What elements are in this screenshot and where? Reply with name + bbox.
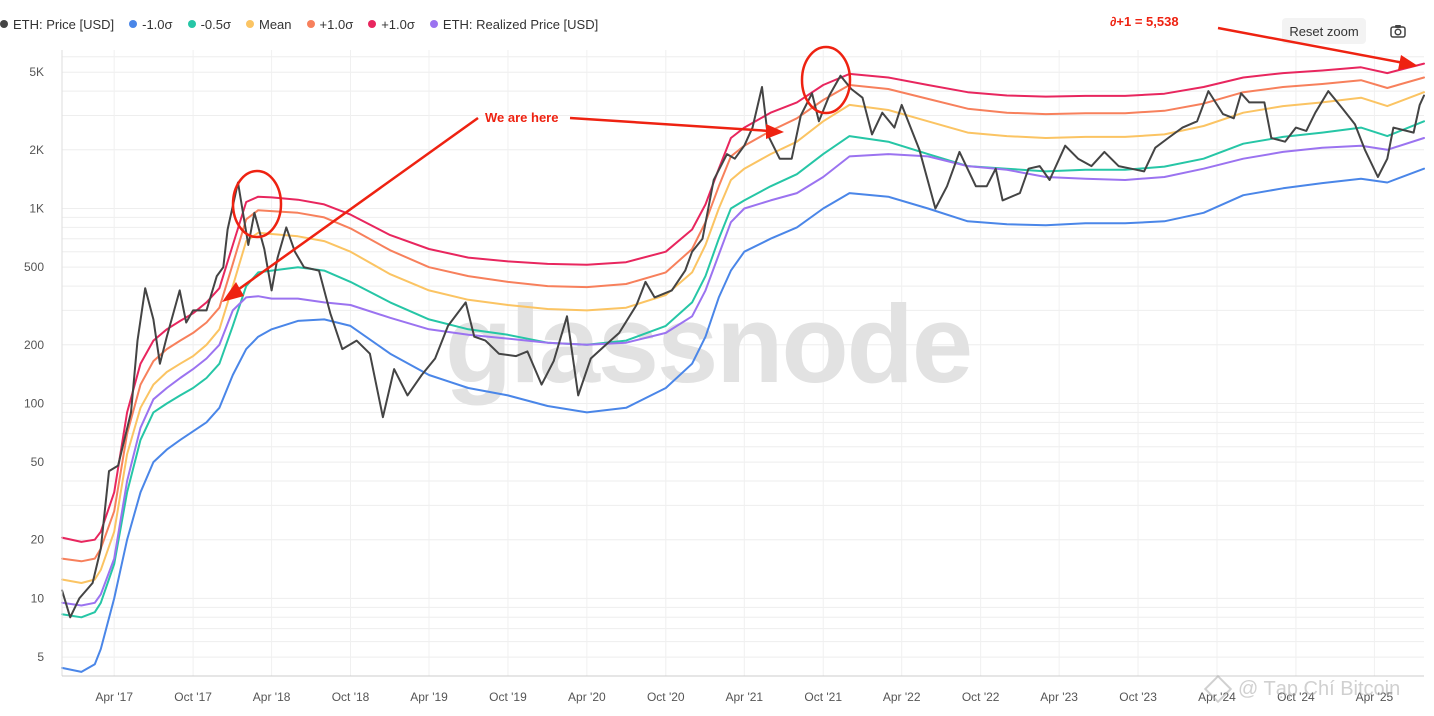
legend-label: -0.5σ bbox=[200, 16, 231, 32]
camera-icon[interactable] bbox=[1384, 18, 1412, 44]
legend-item-mean[interactable]: Mean bbox=[246, 17, 292, 32]
y-tick-label: 500 bbox=[24, 260, 44, 274]
series-line-1-0 bbox=[61, 76, 1425, 563]
legend-label: ETH: Price [USD] bbox=[13, 16, 115, 32]
reset-zoom-button[interactable]: Reset zoom bbox=[1282, 18, 1366, 44]
y-tick-label: 5K bbox=[29, 65, 44, 79]
annotations: We are here ∂+1 = 5,538 bbox=[222, 14, 1418, 302]
legend-dot bbox=[368, 20, 377, 28]
legend-dot bbox=[306, 20, 315, 28]
x-tick-label: Oct '22 bbox=[962, 690, 1000, 704]
y-tick-label: 20 bbox=[31, 533, 45, 547]
grid bbox=[62, 50, 1424, 677]
arrow-head-right bbox=[766, 124, 784, 139]
series-lines bbox=[61, 62, 1425, 673]
x-tick-label: Oct '20 bbox=[647, 690, 685, 704]
x-tick-label: Oct '18 bbox=[332, 690, 370, 704]
arrow-line-top bbox=[1217, 26, 1405, 65]
arrow-head-left bbox=[222, 282, 244, 302]
legend-item-plus-1-sigma-red[interactable]: +1.0σ bbox=[368, 17, 415, 32]
legend-label: +1.0σ bbox=[381, 16, 415, 32]
y-tick-label: 100 bbox=[24, 396, 44, 410]
x-tick-label: Oct '19 bbox=[489, 690, 527, 704]
x-tick-label: Apr '24 bbox=[1198, 690, 1236, 704]
x-tick-label: Oct '23 bbox=[1119, 690, 1157, 704]
arrow-line-right bbox=[569, 116, 771, 133]
legend-item-minus-1-sigma[interactable]: -1.0σ bbox=[129, 16, 173, 32]
y-tick-label: 2K bbox=[29, 143, 44, 157]
watermark-logo-icon bbox=[1203, 674, 1233, 704]
x-tick-label: Oct '21 bbox=[804, 690, 842, 704]
legend-dot bbox=[187, 20, 196, 28]
watermark-credit: @ Tạp Chí Bitcoin bbox=[1238, 677, 1401, 700]
series-line-eth-price-usd bbox=[61, 74, 1425, 619]
series-line-1-0 bbox=[61, 62, 1425, 543]
x-tick-label: Apr '17 bbox=[95, 690, 133, 704]
y-tick-label: 200 bbox=[24, 338, 44, 352]
y-tick-label: 5 bbox=[37, 650, 44, 664]
x-tick-label: Apr '23 bbox=[1040, 690, 1078, 704]
chart-legend: ETH: Price [USD] -1.0σ -0.5σ Mean +1.0σ … bbox=[0, 10, 613, 38]
y-tick-label: 10 bbox=[31, 591, 45, 605]
legend-item-realized-price[interactable]: ETH: Realized Price [USD] bbox=[429, 16, 599, 32]
x-tick-label: Apr '20 bbox=[568, 690, 606, 704]
peak-circle-2021 bbox=[800, 45, 852, 115]
series-line-0-5 bbox=[61, 120, 1425, 619]
x-tick-label: Oct '17 bbox=[174, 690, 212, 704]
glassnode-watermark: glassnode bbox=[445, 283, 971, 406]
series-line-1-0 bbox=[61, 167, 1425, 673]
x-tick-label: Apr '22 bbox=[883, 690, 921, 704]
arrow-head-top bbox=[1398, 55, 1418, 70]
series-line-mean bbox=[61, 91, 1425, 584]
legend-item-plus-1-sigma-orange[interactable]: +1.0σ bbox=[306, 16, 354, 32]
legend-dot bbox=[0, 20, 8, 28]
peak-circle-2018 bbox=[231, 169, 283, 239]
legend-label: +1.0σ bbox=[319, 16, 354, 32]
x-tick-label: Oct '24 bbox=[1277, 690, 1315, 704]
legend-dot bbox=[129, 20, 138, 28]
source-watermark: @ Tạp Chí Bitcoin bbox=[1203, 674, 1401, 704]
legend-item-eth-price[interactable]: ETH: Price [USD] bbox=[0, 17, 114, 32]
x-tick-label: Apr '18 bbox=[253, 690, 291, 704]
x-tick-label: Apr '25 bbox=[1356, 690, 1394, 704]
arrow-line-left bbox=[231, 116, 479, 296]
x-tick-label: Apr '19 bbox=[410, 690, 448, 704]
we-are-here-label: We are here bbox=[485, 110, 558, 125]
legend-label: Mean bbox=[259, 16, 292, 32]
legend-dot bbox=[246, 20, 254, 28]
y-tick-label: 1K bbox=[29, 201, 44, 215]
target-value-label: ∂+1 = 5,538 bbox=[1110, 14, 1179, 29]
y-tick-label: 50 bbox=[31, 455, 45, 469]
legend-dot bbox=[429, 20, 438, 28]
axes: 5 10 20 50 100 200 500 1K 2K 5K Apr '17 Oct '17 Apr … bbox=[24, 50, 1424, 704]
legend-label: -1.0σ bbox=[142, 16, 173, 32]
legend-item-minus-half-sigma[interactable]: -0.5σ bbox=[187, 16, 231, 32]
legend-label: ETH: Realized Price [USD] bbox=[442, 16, 599, 32]
x-tick-label: Apr '21 bbox=[725, 690, 763, 704]
